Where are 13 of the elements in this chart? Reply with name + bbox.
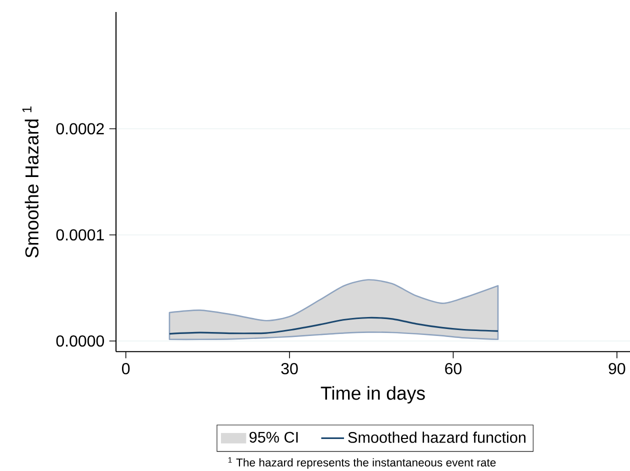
- x-axis-title: Time in days: [320, 386, 425, 404]
- line-series: [168, 316, 499, 335]
- x-tick-label: 90: [608, 362, 626, 374]
- y-tick-label: 0.0001: [56, 229, 104, 241]
- text: $^{1}$ The hazard represents the instantaneous event rate: [228, 457, 496, 469]
- x-tick-label: 60: [445, 362, 462, 374]
- text: 95% CI: [250, 432, 298, 443]
- legend-label: Smoothed hazard function: [348, 432, 526, 443]
- x-tick-label: 0: [122, 362, 130, 374]
- y-axis-title: Smoothe Hazard $^{1}$: [22, 106, 39, 258]
- x-tick-label: 30: [281, 362, 298, 374]
- y-tick-label: 0.0000: [56, 335, 104, 347]
- y-tick-label: 0.0002: [56, 123, 104, 134]
